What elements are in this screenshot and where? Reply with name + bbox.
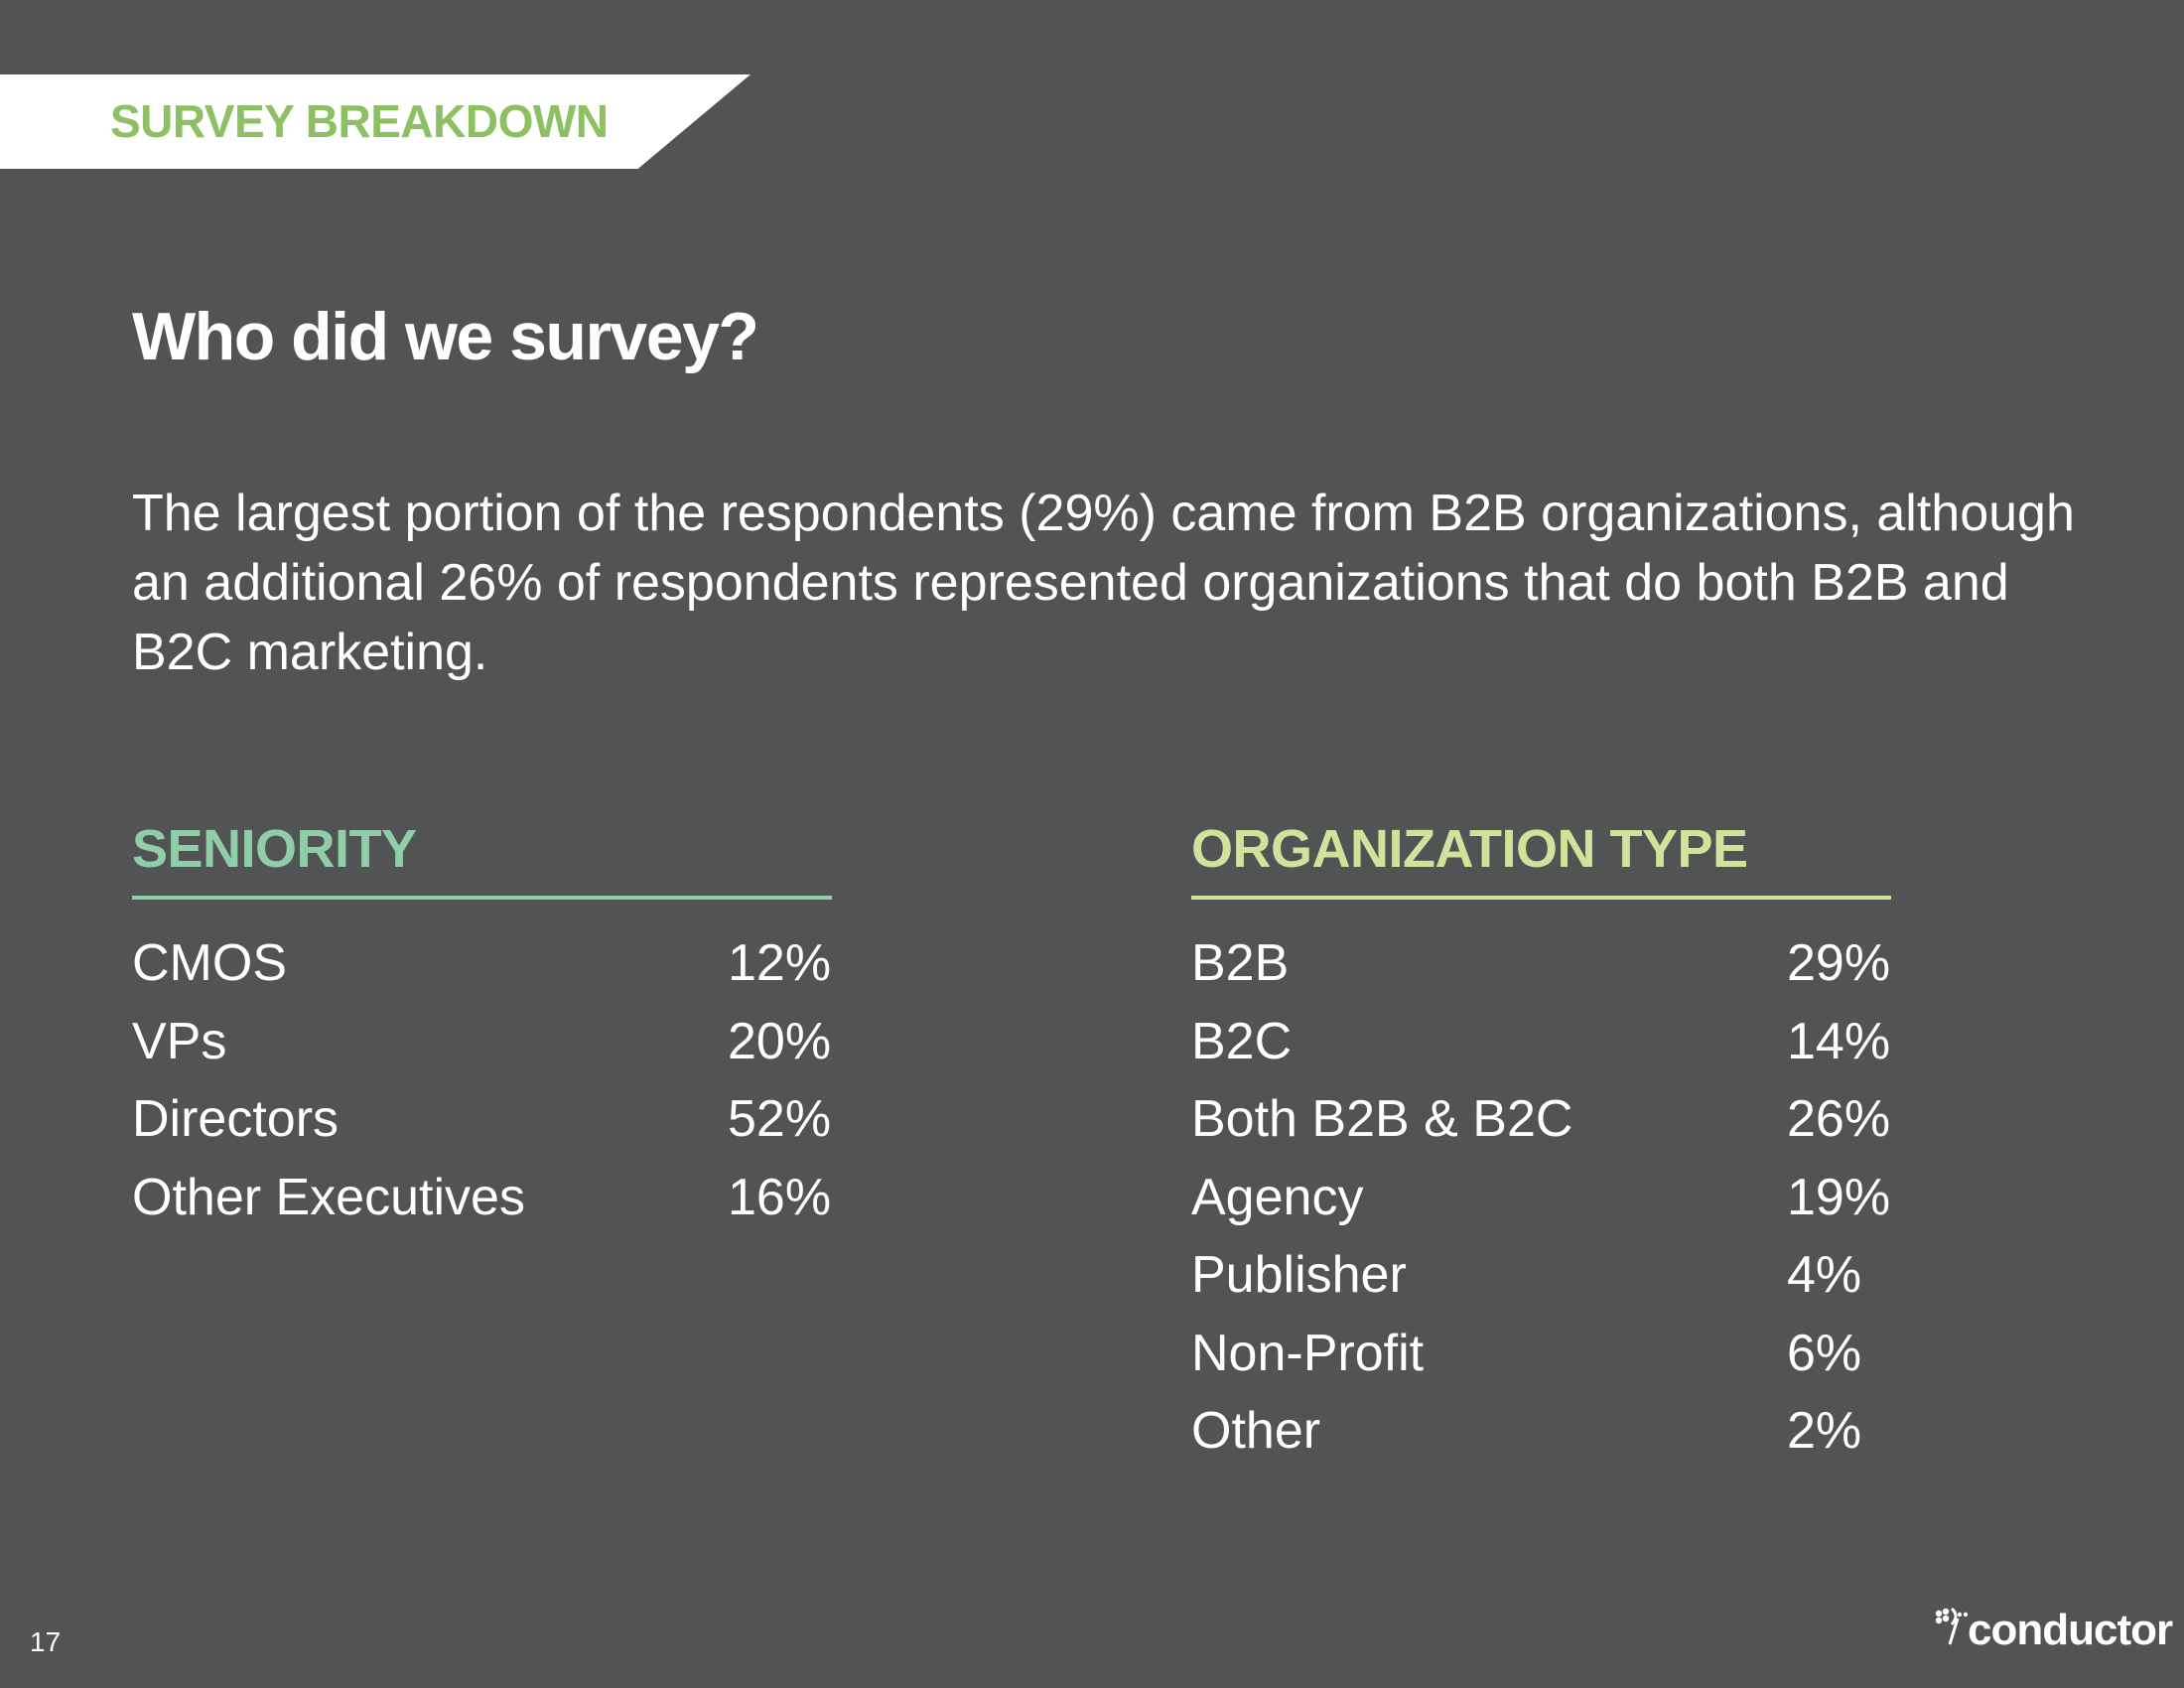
seniority-section: SENIORITY CMOS 12% VPs 20% Directors 52%… — [132, 814, 832, 1236]
conductor-logo: conductor — [1934, 1601, 2173, 1660]
row-value: 29% — [1787, 934, 1891, 992]
row-value: 26% — [1787, 1090, 1891, 1148]
banner-label: SURVEY BREAKDOWN — [110, 95, 609, 147]
row-label: CMOS — [132, 934, 287, 992]
organization-row: Other 2% — [1191, 1392, 1891, 1471]
section-banner: SURVEY BREAKDOWN — [0, 74, 751, 169]
row-label: VPs — [132, 1012, 227, 1070]
page-title: Who did we survey? — [132, 299, 759, 374]
organization-row: Both B2B & B2C 26% — [1191, 1080, 1891, 1159]
row-value: 20% — [728, 1012, 832, 1070]
row-value: 6% — [1787, 1324, 1862, 1382]
organization-type-list: B2B 29% B2C 14% Both B2B & B2C 26% Agenc… — [1191, 924, 1891, 1471]
page-number: 17 — [30, 1626, 62, 1657]
organization-row: Agency 19% — [1191, 1159, 1891, 1237]
row-label: Both B2B & B2C — [1191, 1090, 1573, 1148]
row-label: B2C — [1191, 1012, 1293, 1070]
row-label: Directors — [132, 1090, 340, 1148]
seniority-row: CMOS 12% — [132, 924, 832, 1003]
row-value: 2% — [1787, 1402, 1862, 1460]
seniority-row: Directors 52% — [132, 1080, 832, 1159]
organization-row: B2C 14% — [1191, 1003, 1891, 1081]
seniority-list: CMOS 12% VPs 20% Directors 52% Other Exe… — [132, 924, 832, 1236]
row-value: 14% — [1787, 1012, 1891, 1070]
organization-row: B2B 29% — [1191, 924, 1891, 1003]
row-label: B2B — [1191, 934, 1290, 992]
row-label: Publisher — [1191, 1246, 1407, 1304]
organization-type-heading: ORGANIZATION TYPE — [1191, 814, 1891, 900]
row-value: 12% — [728, 934, 832, 992]
row-value: 16% — [728, 1168, 832, 1226]
organization-type-section: ORGANIZATION TYPE B2B 29% B2C 14% Both B… — [1191, 814, 1891, 1471]
row-value: 52% — [728, 1090, 832, 1148]
seniority-heading: SENIORITY — [132, 814, 832, 900]
row-label: Non-Profit — [1191, 1324, 1425, 1382]
organization-row: Publisher 4% — [1191, 1236, 1891, 1315]
conductor-logo-icon — [1935, 1607, 1968, 1645]
logo-text: conductor — [1968, 1606, 2173, 1654]
row-label: Other — [1191, 1402, 1321, 1460]
seniority-row: Other Executives 16% — [132, 1159, 832, 1237]
row-value: 19% — [1787, 1168, 1891, 1226]
seniority-row: VPs 20% — [132, 1003, 832, 1081]
row-label: Agency — [1191, 1168, 1364, 1226]
organization-row: Non-Profit 6% — [1191, 1315, 1891, 1393]
row-value: 4% — [1787, 1246, 1862, 1304]
row-label: Other Executives — [132, 1168, 525, 1226]
intro-paragraph: The largest portion of the respondents (… — [132, 485, 2075, 681]
